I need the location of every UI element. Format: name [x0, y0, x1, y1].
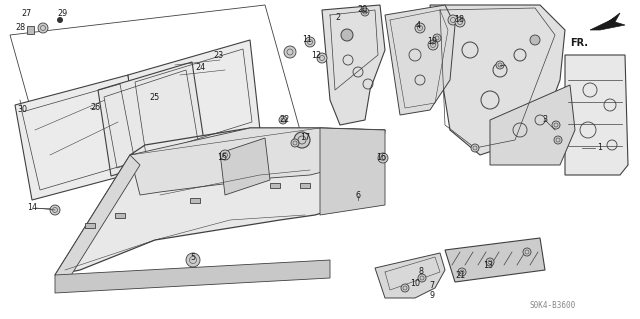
Circle shape: [341, 29, 353, 41]
Circle shape: [50, 205, 60, 215]
Circle shape: [401, 284, 409, 292]
Polygon shape: [385, 5, 455, 115]
Text: 28: 28: [15, 24, 25, 33]
Polygon shape: [590, 13, 625, 30]
Polygon shape: [565, 55, 628, 175]
Text: 30: 30: [17, 106, 27, 115]
Polygon shape: [98, 62, 205, 176]
Circle shape: [523, 248, 531, 256]
Polygon shape: [445, 238, 545, 282]
Polygon shape: [55, 155, 140, 285]
Circle shape: [294, 132, 310, 148]
Polygon shape: [375, 253, 445, 298]
Circle shape: [361, 8, 369, 16]
Circle shape: [279, 116, 287, 124]
Circle shape: [458, 268, 466, 276]
Text: 24: 24: [195, 63, 205, 72]
Circle shape: [530, 35, 540, 45]
Bar: [190, 197, 200, 203]
Polygon shape: [220, 138, 270, 195]
Text: 16: 16: [376, 152, 386, 161]
Text: 23: 23: [213, 50, 223, 60]
Text: 22: 22: [280, 115, 290, 123]
Polygon shape: [128, 40, 260, 165]
Text: 14: 14: [27, 204, 37, 212]
Text: 13: 13: [483, 261, 493, 270]
Text: 9: 9: [429, 292, 435, 300]
Bar: [270, 182, 280, 188]
Circle shape: [496, 61, 504, 69]
Bar: [115, 212, 125, 218]
Text: 25: 25: [150, 93, 160, 102]
Text: 19: 19: [427, 38, 437, 47]
Polygon shape: [430, 5, 565, 155]
Circle shape: [305, 37, 315, 47]
Circle shape: [57, 17, 63, 23]
Text: 27: 27: [22, 9, 32, 18]
Polygon shape: [55, 128, 385, 275]
Circle shape: [448, 15, 458, 25]
Text: S0K4-B3600: S0K4-B3600: [530, 300, 576, 309]
Text: 5: 5: [191, 254, 196, 263]
Text: 10: 10: [410, 278, 420, 287]
Text: 8: 8: [419, 266, 424, 276]
Text: 21: 21: [455, 271, 465, 279]
Circle shape: [415, 23, 425, 33]
Text: 1: 1: [598, 144, 602, 152]
Bar: [300, 182, 310, 188]
Circle shape: [433, 34, 441, 42]
Text: 4: 4: [415, 20, 420, 29]
Circle shape: [317, 53, 327, 63]
Polygon shape: [320, 128, 385, 215]
Bar: [26, 26, 33, 34]
Text: 12: 12: [311, 50, 321, 60]
Bar: [85, 222, 95, 227]
Text: 26: 26: [90, 103, 100, 113]
Circle shape: [220, 150, 230, 160]
Circle shape: [284, 46, 296, 58]
Circle shape: [471, 144, 479, 152]
Text: FR.: FR.: [570, 38, 588, 48]
Circle shape: [428, 40, 438, 50]
Circle shape: [552, 121, 560, 129]
Text: 6: 6: [355, 191, 360, 201]
Polygon shape: [322, 5, 385, 125]
Circle shape: [186, 253, 200, 267]
Circle shape: [486, 258, 494, 266]
Text: 3: 3: [543, 115, 547, 124]
Text: 17: 17: [300, 133, 310, 143]
Circle shape: [291, 139, 299, 147]
Text: 7: 7: [429, 280, 435, 290]
Circle shape: [455, 17, 465, 27]
Text: 20: 20: [357, 5, 367, 14]
Text: 11: 11: [302, 35, 312, 44]
Circle shape: [418, 274, 426, 282]
Polygon shape: [490, 85, 575, 165]
Polygon shape: [55, 260, 330, 293]
Polygon shape: [130, 128, 385, 195]
Circle shape: [378, 153, 388, 163]
Text: 18: 18: [454, 16, 464, 25]
Text: 15: 15: [217, 152, 227, 161]
Text: 29: 29: [57, 9, 67, 18]
Circle shape: [38, 23, 48, 33]
Polygon shape: [15, 75, 145, 200]
Text: 2: 2: [335, 12, 340, 21]
Circle shape: [554, 136, 562, 144]
